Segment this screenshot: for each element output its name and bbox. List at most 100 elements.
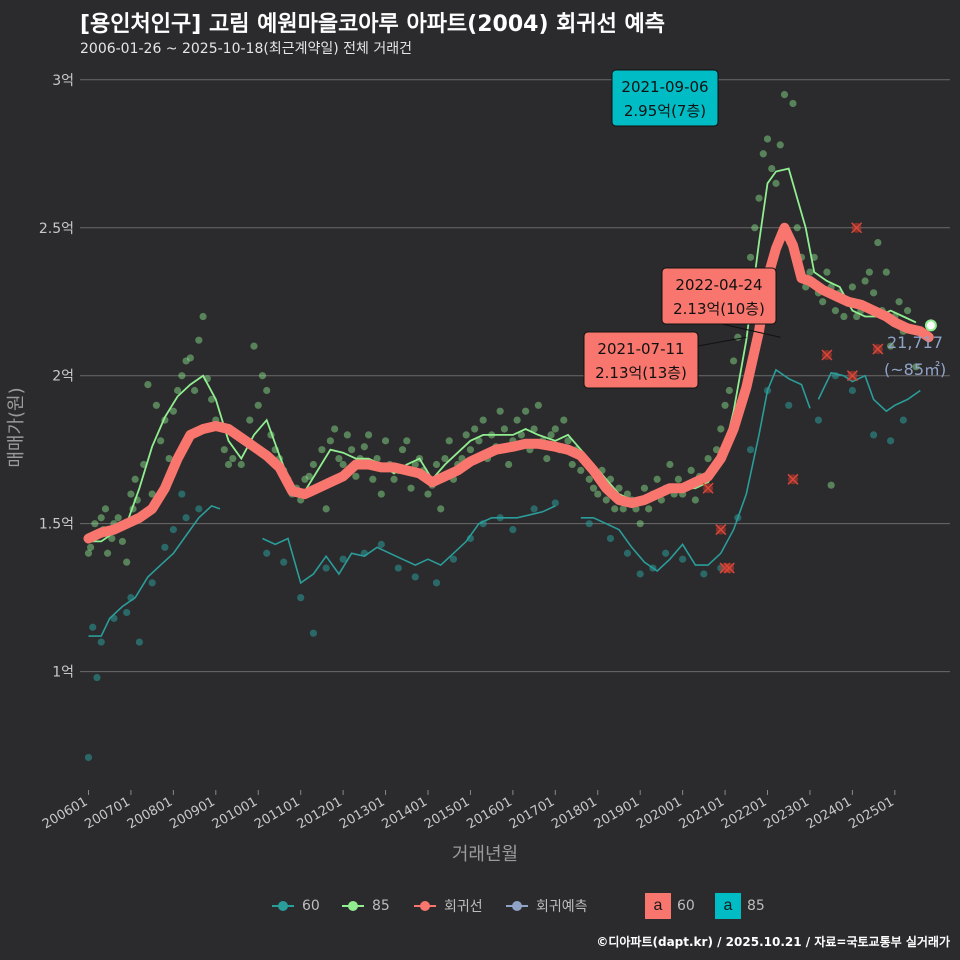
legend-box-85[interactable]: a 85 <box>715 893 765 919</box>
x-tick-label: 202501 <box>846 794 896 832</box>
scatter-point-85 <box>437 505 445 513</box>
scatter-point-85 <box>780 90 789 99</box>
scatter-point-85 <box>207 395 216 403</box>
annotation-label: 2021-07-11 2.13억(13층) <box>583 331 747 389</box>
x-tick-label: 201601 <box>464 794 514 832</box>
scatter-point-60 <box>432 579 441 587</box>
teal-line-dot-icon <box>272 901 294 911</box>
scatter-point-85 <box>674 475 682 483</box>
cross-marker <box>851 222 863 234</box>
series-60-line <box>88 504 221 637</box>
cross-marker <box>723 562 735 574</box>
scatter-point-85 <box>666 460 674 469</box>
scatter-point-60 <box>97 638 105 646</box>
scatter-point-60 <box>734 514 742 522</box>
y-tick-label: 1억 <box>52 665 74 681</box>
scatter-point-85 <box>903 307 912 315</box>
scatter-point-85 <box>403 437 411 445</box>
series-60-layer <box>88 368 921 637</box>
legend-box-60[interactable]: a 60 <box>645 893 695 919</box>
scatter-point-85 <box>258 372 267 380</box>
x-tick-label: 201801 <box>549 794 599 832</box>
annotation-leader <box>697 336 747 347</box>
scatter-point-60 <box>899 416 907 424</box>
scatter-point-85 <box>479 416 487 424</box>
scatter-point-85 <box>237 460 245 469</box>
scatter-point-85 <box>471 425 479 433</box>
gridlines <box>80 79 950 673</box>
cross-marker <box>846 370 858 382</box>
scatter-point-85 <box>369 475 377 483</box>
scatter-point-60 <box>411 573 419 581</box>
scatter-point-85 <box>551 425 559 433</box>
scatter-point-85 <box>250 342 258 350</box>
legend: 60 85 회귀선 회귀예측 a 60 a 85 <box>0 893 960 919</box>
scatter-point-60 <box>297 594 305 602</box>
current-price-point <box>924 319 937 332</box>
scatter-point-60 <box>309 629 318 637</box>
scatter-point-85 <box>763 135 772 143</box>
cross-marker <box>715 524 727 536</box>
scatter-point-85 <box>343 431 351 439</box>
scatter-point-85 <box>645 505 653 513</box>
x-tick-label: 201901 <box>592 794 642 832</box>
scatter-point-60 <box>763 386 772 395</box>
legend-item-60[interactable]: 60 <box>270 893 320 919</box>
scatter-point-85 <box>886 342 895 350</box>
scatter-point-85 <box>712 446 721 454</box>
x-tick-label: 202301 <box>761 794 811 832</box>
scatter-point-60 <box>509 525 517 534</box>
scatter-point-85 <box>755 194 763 202</box>
scatter-point-60 <box>606 534 615 543</box>
scatter-point-60 <box>530 505 538 513</box>
scatter-point-85 <box>687 466 695 475</box>
legend-item-85[interactable]: 85 <box>340 893 390 919</box>
end-label-area: (~85㎡) <box>884 360 946 379</box>
scatter-point-85 <box>114 514 122 522</box>
regression-layer <box>83 222 937 544</box>
cross-marker-x <box>787 473 799 485</box>
scatter-point-85 <box>615 484 623 492</box>
cross-marker-x <box>702 482 714 494</box>
legend-item-forecast[interactable]: 회귀예측 <box>504 893 588 919</box>
x-axis-title: 거래년월 <box>452 844 518 865</box>
scatter-point-85 <box>912 363 920 371</box>
scatter-point-85 <box>152 401 160 409</box>
annotation-value: 2.95억(7층) <box>624 102 706 120</box>
cross-marker-x <box>715 524 727 536</box>
legend-item-regression[interactable]: 회귀선 <box>412 893 483 919</box>
scatter-point-85 <box>619 505 627 513</box>
scatter-point-85 <box>377 490 385 498</box>
scatter-point-85 <box>432 460 441 469</box>
scatter-point-60 <box>280 558 288 566</box>
x-tick-label: 201401 <box>380 794 430 832</box>
scatter-point-85 <box>224 460 233 469</box>
scatter-point-60 <box>636 570 644 578</box>
y-tick-label: 3억 <box>52 73 74 89</box>
annotation-leader <box>721 323 781 338</box>
scatter-point-85 <box>131 475 139 483</box>
scatter-point-85 <box>87 543 95 551</box>
cross-marker <box>821 349 833 361</box>
scatter-point-60 <box>182 514 190 522</box>
series-85-layer <box>88 167 917 543</box>
scatter-point-85 <box>734 333 742 341</box>
legend-label-forecast: 회귀예측 <box>536 899 588 915</box>
y-axis-title: 매매가(원) <box>6 387 27 467</box>
legend-box-letter-85: a <box>715 893 741 919</box>
scatter-point-85 <box>704 454 712 463</box>
cross-marker-x <box>846 370 858 382</box>
legend-box-label-85: 85 <box>747 898 765 914</box>
annotation-box <box>583 331 699 389</box>
scatter-point-85 <box>560 416 568 424</box>
y-tick-label: 2억 <box>52 369 74 385</box>
end-label-price: 21,717 <box>887 333 943 352</box>
annotation-value: 2.13억(13층) <box>595 364 687 382</box>
scatter-point-60 <box>785 401 793 409</box>
scatter-point-60 <box>831 372 840 380</box>
cross-marker <box>702 482 714 494</box>
scatter-point-85 <box>360 443 368 451</box>
annotation-date: 2021-07-11 <box>597 340 684 358</box>
scatter-point-85 <box>861 277 869 285</box>
